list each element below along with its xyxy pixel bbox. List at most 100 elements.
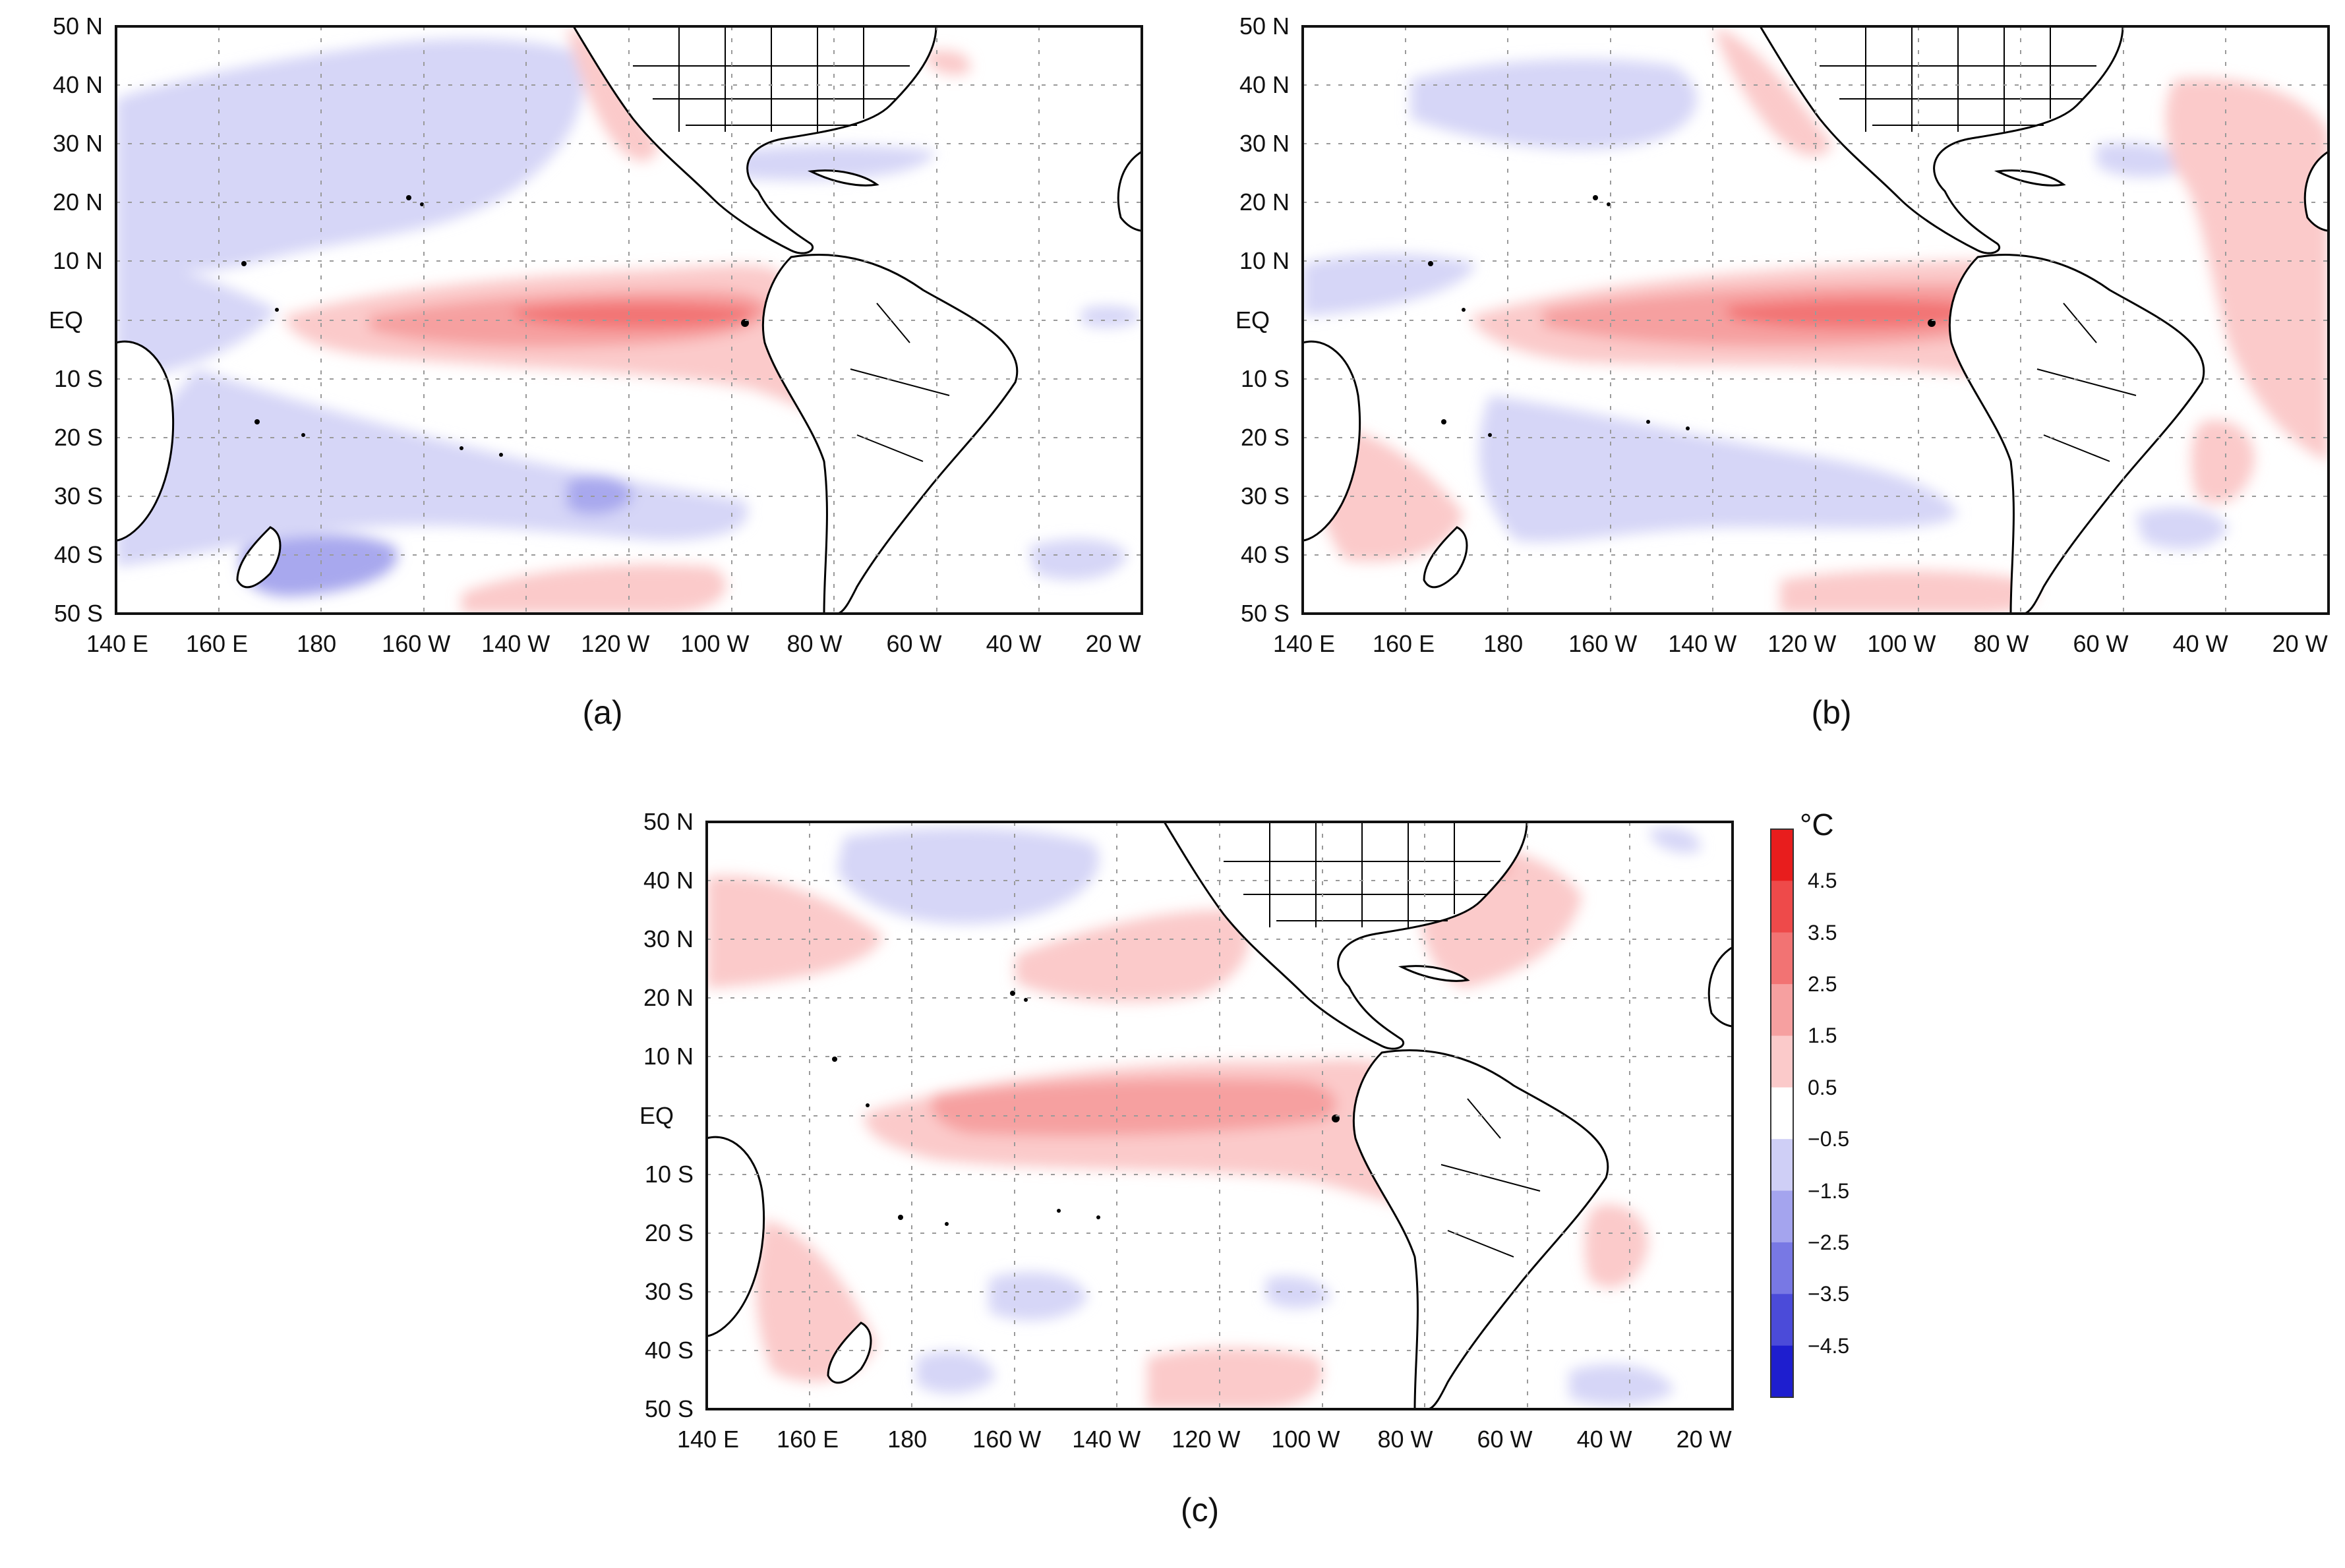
colorbar-tick-label: −4.5 <box>1808 1333 1850 1358</box>
panel-b-lon-label: 180 <box>1483 630 1524 657</box>
panel-c-frame <box>705 821 1734 1410</box>
colorbar-tick-label: −0.5 <box>1808 1127 1850 1151</box>
anomaly-cool-west-tropics <box>1303 254 1477 316</box>
anomaly-warm-subtropic <box>1015 910 1249 1002</box>
panel-a-lon-label: 160 W <box>382 630 451 657</box>
colorbar-swatch <box>1771 1190 1793 1243</box>
colorbar <box>1771 829 1793 1398</box>
colorbar-tick-label: −2.5 <box>1808 1230 1850 1254</box>
panel-a-islands <box>241 195 749 457</box>
land-new-zealand <box>1423 526 1468 589</box>
anomaly-warm-south <box>461 564 727 614</box>
panel-a-lat-label: 30 S <box>53 482 103 509</box>
anomaly-cool-west-tropics <box>116 257 277 382</box>
panel-b-graticule <box>1303 26 2329 614</box>
anomaly-warm-baja <box>567 26 659 161</box>
panel-a-lon-label: 80 W <box>787 630 843 657</box>
anomaly-warm-tongue-core <box>514 302 753 329</box>
land-new-zealand <box>236 526 282 589</box>
panel-c-lon-label: 40 W <box>1576 1426 1632 1453</box>
panel-c-land <box>707 822 1733 1409</box>
panel-c-lon-label: 120 W <box>1172 1426 1241 1453</box>
panel-c-lon-label: 180 <box>887 1426 928 1453</box>
panel-b-lon-label: 80 W <box>1973 630 2029 657</box>
anomaly-warm-tongue-core <box>1727 299 1973 329</box>
panel-c-lat-label: 30 N <box>643 925 694 953</box>
panel-b-islands <box>1428 195 1936 437</box>
panel-a-lon-label: 180 <box>297 630 337 657</box>
anomaly-cool-north-pacific <box>116 39 583 272</box>
colorbar-tick-label: 2.5 <box>1808 972 1837 997</box>
panel-b <box>1301 25 2330 615</box>
land-australia <box>116 340 174 542</box>
panel-a-borders <box>633 26 950 462</box>
anomaly-cool-north-pacific <box>837 828 1099 924</box>
panel-c-lon-label: 60 W <box>1477 1426 1533 1453</box>
panel-c-lon-label: 140 W <box>1072 1426 1141 1453</box>
panel-b-lon-label: 160 E <box>1373 630 1435 657</box>
anomaly-cool-subtropic-north <box>725 145 936 181</box>
land-north-america <box>1163 822 1528 1050</box>
panel-a-lon-label: 160 E <box>186 630 249 657</box>
panel-a <box>115 25 1143 615</box>
panel-b-land <box>1303 26 2329 614</box>
colorbar-tick-label: −3.5 <box>1808 1282 1850 1306</box>
panel-b-caption: (b) <box>1811 694 1852 731</box>
anomaly-cool-north-pacific <box>1411 59 1697 150</box>
panel-b-anomaly-field <box>1303 26 2329 614</box>
panel-c-lat-label: 30 S <box>644 1277 694 1305</box>
panel-c-islands <box>832 991 1340 1226</box>
panel-a-anomaly-field <box>116 26 1142 614</box>
colorbar-tick-label: 1.5 <box>1808 1024 1837 1048</box>
land-africa-edge <box>1707 946 1733 1028</box>
panel-c-lat-label: 50 S <box>644 1395 694 1422</box>
panel-c-lat-label: 20 S <box>644 1219 694 1246</box>
land-north-america <box>572 26 937 254</box>
panel-a-lat-label: 40 S <box>53 540 103 568</box>
land-south-america <box>1352 1049 1609 1409</box>
colorbar-swatch <box>1771 984 1793 1036</box>
anomaly-warm-south <box>1147 1348 1322 1409</box>
panel-c-lon-label: 140 E <box>676 1426 740 1453</box>
panel-c-lat-label: 10 S <box>644 1160 694 1188</box>
panel-b-lat-label: EQ <box>1235 306 1270 334</box>
panel-a-lon-label: 40 W <box>986 630 1042 657</box>
anomaly-cool-atlantic-south <box>1569 1364 1675 1406</box>
panel-c <box>705 821 1734 1410</box>
colorbar-swatch <box>1771 1087 1793 1140</box>
panel-a-lon-label: 140 W <box>481 630 550 657</box>
colorbar-tick-label: 0.5 <box>1808 1075 1837 1099</box>
colorbar-tick-label: 4.5 <box>1808 869 1837 893</box>
colorbar-frame <box>1770 828 1794 1398</box>
anomaly-cool-south-atlantic <box>1028 538 1127 580</box>
land-south-america <box>761 254 1019 614</box>
panel-c-caption: (c) <box>1180 1492 1220 1528</box>
panel-a-lat-label: 50 N <box>52 13 103 40</box>
panel-b-lon-label: 60 W <box>2073 630 2129 657</box>
panel-b-lat-label: 50 N <box>1239 13 1290 40</box>
anomaly-cool-south-pacific <box>116 369 748 567</box>
anomaly-cool-south-pacific <box>1479 395 1958 542</box>
panel-a-lat-label: 40 N <box>52 71 103 99</box>
anomaly-cool-equatorial-atlantic <box>1081 306 1142 328</box>
panel-a-frame <box>115 25 1143 615</box>
anomaly-cool-south-core-1 <box>567 475 633 515</box>
panel-b-frame <box>1301 25 2330 615</box>
panel-a-lon-label: 140 E <box>86 630 149 657</box>
land-africa-edge <box>1117 150 1142 232</box>
anomaly-warm-north-pacific <box>707 875 883 989</box>
panel-c-lat-label: 40 N <box>643 867 694 894</box>
colorbar-swatch <box>1771 1242 1793 1294</box>
panel-a-lat-label: 20 S <box>53 423 103 451</box>
colorbar-swatch <box>1771 1035 1793 1088</box>
panel-c-lat-label: EQ <box>639 1101 674 1129</box>
land-new-zealand <box>827 1321 872 1384</box>
panel-a-land <box>116 26 1142 614</box>
panel-a-lat-label: 10 S <box>53 364 103 392</box>
colorbar-swatch <box>1771 1294 1793 1347</box>
panel-b-lon-label: 140 E <box>1272 630 1336 657</box>
panel-c-lon-label: 160 W <box>972 1426 1042 1453</box>
land-africa-edge <box>2303 150 2329 232</box>
anomaly-warm-atlantic-east <box>2166 78 2329 462</box>
